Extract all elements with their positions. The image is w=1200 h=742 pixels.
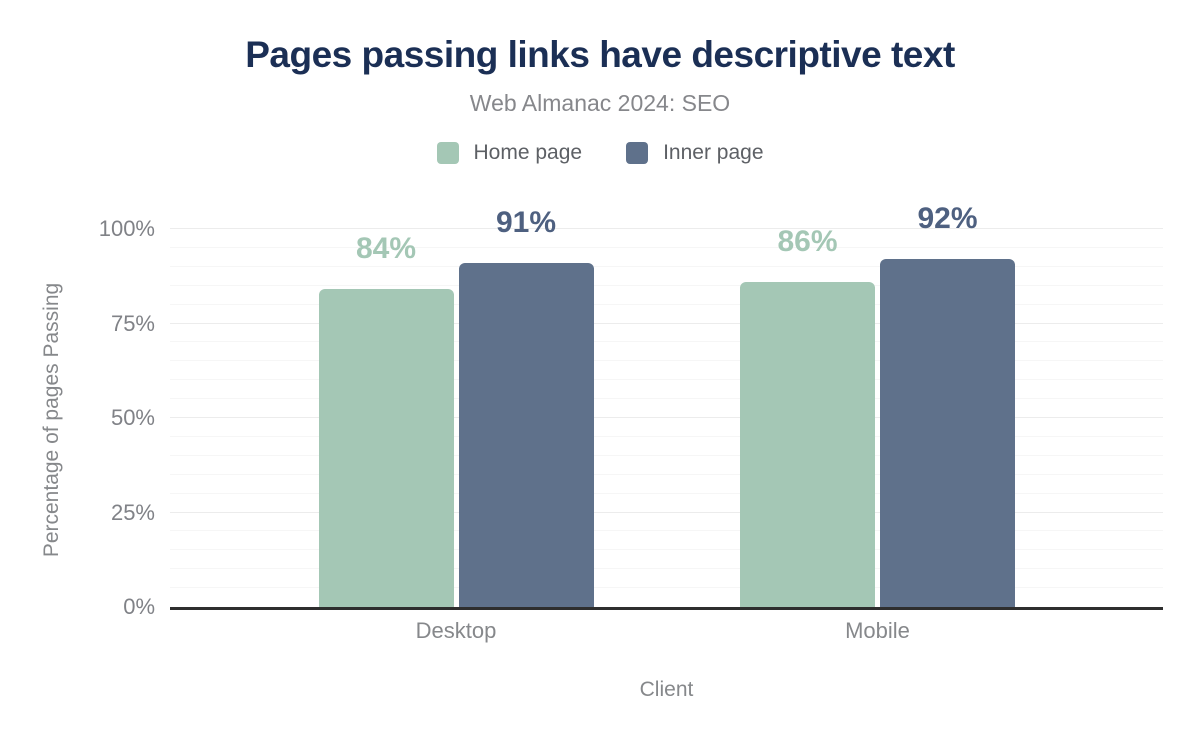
bar-value-label: 86% [777,224,838,258]
gridline [170,473,1163,475]
legend-label: Inner page [663,141,764,164]
y-tick-label-100: 100% [98,216,155,241]
gridline [170,379,1163,381]
bar-value-label: 92% [917,202,978,236]
gridline [170,265,1163,267]
bar-desktop-inner-page [458,263,594,607]
bar-mobile-home-page [740,281,875,607]
legend-item-home-page: Home page [436,141,583,165]
bar-value-label: 91% [495,206,557,240]
y-tick-label-50: 50% [110,405,155,430]
gridline [170,492,1163,494]
gridline [170,228,1163,229]
gridline [170,511,1163,513]
bar-value-label: 84% [355,232,417,266]
bar-desktop-home-page [318,289,454,607]
gridline [170,454,1163,456]
gridline [170,246,1163,248]
chart-title: Pages passing links have descriptive tex… [245,34,955,75]
gridline [170,530,1163,532]
gridline [170,568,1163,570]
gridline [170,303,1163,305]
y-tick-label-75: 75% [110,310,155,336]
gridline [170,341,1163,343]
legend-item-inner-page: Inner page [626,141,764,165]
gridline [170,398,1163,400]
gridline [170,549,1163,551]
gridline [170,360,1163,362]
gridline [170,322,1163,324]
x-axis-line [170,607,1163,610]
chart-subtitle: Web Almanac 2024: SEO [469,90,731,116]
gridline [170,284,1163,286]
gridline [170,435,1163,437]
bar-mobile-inner-page [880,259,1015,607]
home-page-swatch-icon [436,142,459,164]
y-tick-label-0: 0% [123,594,155,619]
legend-label: Home page [473,141,583,164]
plot-area: 84% 91% 86% 92% [170,204,1163,610]
gridline [170,587,1163,589]
inner-page-swatch-icon [626,142,649,164]
x-tick-label-desktop: Desktop [415,618,497,643]
x-tick-label-mobile: Mobile [845,618,910,643]
legend: Home page Inner page [0,141,1200,165]
gridline [170,417,1163,418]
y-tick-label-25: 25% [110,499,155,525]
x-axis-title: Client [639,678,694,701]
